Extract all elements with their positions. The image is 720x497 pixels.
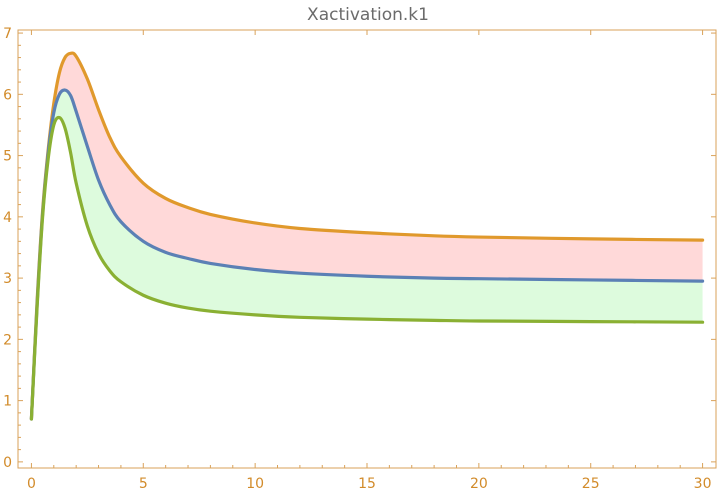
y-tick-label: 0 (3, 455, 12, 471)
y-tick-label: 6 (3, 87, 12, 103)
band-2 (31, 89, 703, 419)
x-tick-label: 0 (27, 476, 36, 492)
x-tick-label: 10 (246, 476, 264, 492)
y-tick-label: 7 (3, 26, 12, 42)
x-tick-label: 15 (358, 476, 376, 492)
series-lines (29, 51, 705, 421)
series-line-2 (29, 88, 705, 421)
x-tick-label: 30 (694, 476, 712, 492)
chart-title: Xactivation.k1 (307, 5, 429, 25)
confidence-bands (31, 53, 703, 419)
y-tick-label: 4 (3, 210, 12, 226)
x-tick-label: 5 (139, 476, 148, 492)
y-tick-label: 2 (3, 332, 12, 348)
series-line-3 (29, 115, 705, 421)
x-tick-label: 20 (470, 476, 488, 492)
y-tick-label: 5 (3, 149, 12, 165)
y-tick-label: 1 (3, 394, 12, 410)
x-tick-label: 25 (582, 476, 600, 492)
x-axis-ticks: 0 5 10 15 20 25 30 (27, 30, 712, 492)
band-1 (31, 53, 703, 419)
y-tick-label: 3 (3, 271, 12, 287)
y-axis-ticks: 0 1 2 3 4 5 6 7 (3, 26, 716, 471)
